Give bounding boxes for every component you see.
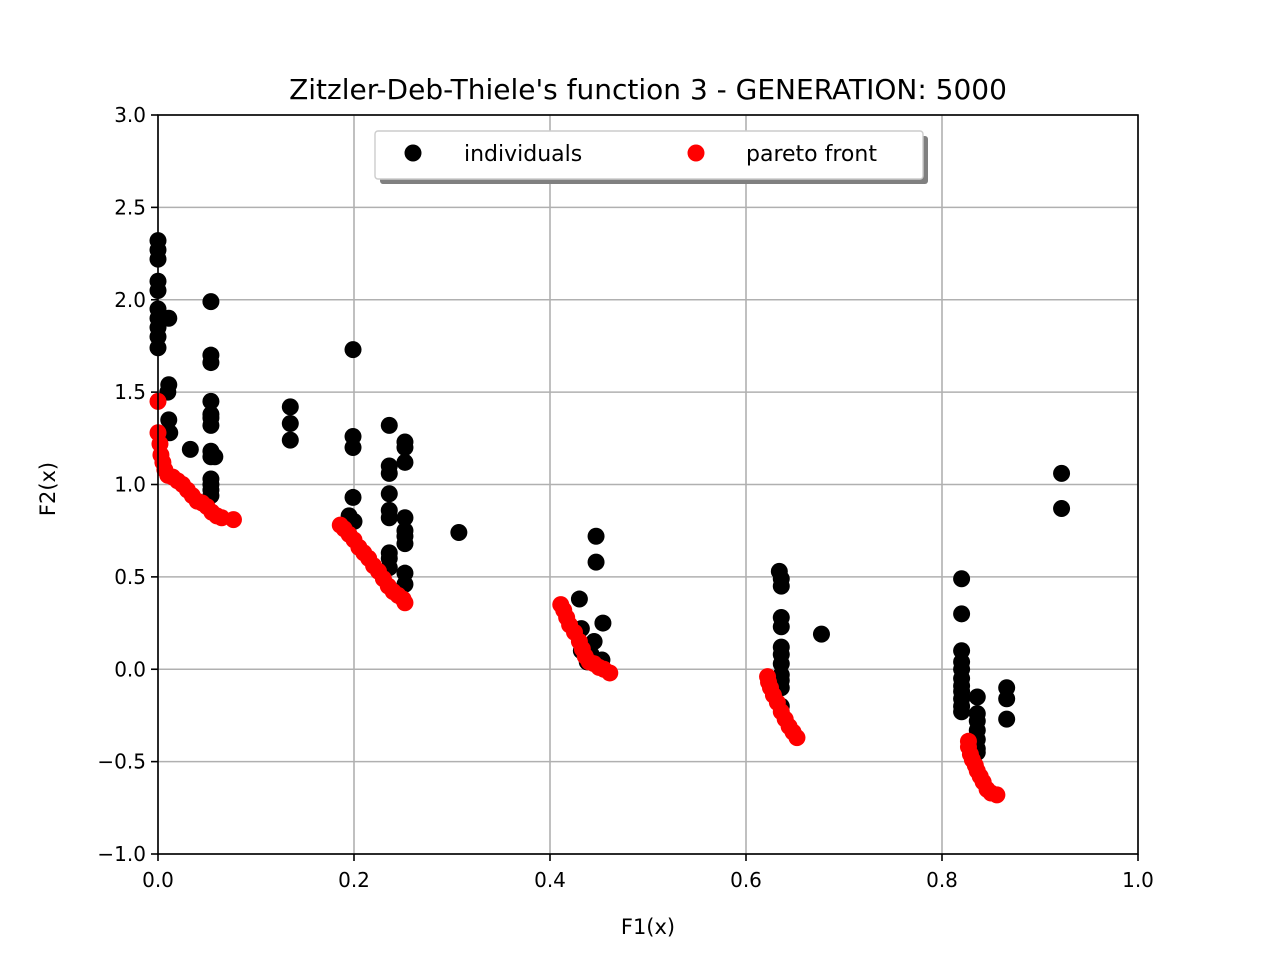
- point-individuals: [160, 309, 178, 327]
- point-individuals: [772, 618, 790, 636]
- point-individuals: [202, 354, 220, 372]
- point-individuals: [380, 464, 398, 482]
- point-individuals: [570, 590, 588, 608]
- point-individuals: [772, 577, 790, 595]
- y-tick-label: −1.0: [97, 842, 146, 866]
- y-tick-label: 0.0: [114, 657, 146, 681]
- point-individuals: [396, 535, 414, 553]
- y-tick-label: 2.0: [114, 288, 146, 312]
- x-tick-label: 0.2: [338, 868, 370, 892]
- point-individuals: [281, 415, 299, 433]
- chart-title: Zitzler-Deb-Thiele's function 3 - GENERA…: [289, 73, 1007, 106]
- point-individuals: [450, 524, 468, 542]
- x-tick-label: 0.8: [926, 868, 958, 892]
- point-pareto-front: [788, 729, 806, 747]
- legend-marker-individuals: [404, 144, 422, 162]
- x-axis-label: F1(x): [621, 915, 675, 939]
- point-individuals: [380, 485, 398, 503]
- point-individuals: [953, 703, 971, 721]
- point-individuals: [812, 625, 830, 643]
- point-individuals: [998, 710, 1016, 728]
- point-individuals: [953, 570, 971, 588]
- point-individuals: [396, 453, 414, 471]
- point-individuals: [587, 527, 605, 545]
- x-tick-label: 0.4: [534, 868, 566, 892]
- x-tick-label: 0.6: [730, 868, 762, 892]
- point-pareto-front: [396, 594, 414, 612]
- x-tick-label: 1.0: [1122, 868, 1154, 892]
- y-axis-label: F2(x): [36, 462, 60, 516]
- point-individuals: [396, 439, 414, 457]
- point-individuals: [344, 341, 362, 359]
- point-individuals: [202, 416, 220, 434]
- point-pareto-front: [988, 786, 1006, 804]
- legend-label-pareto-front: pareto front: [746, 142, 877, 167]
- legend: individuals pareto front: [374, 130, 928, 184]
- point-individuals: [281, 431, 299, 449]
- point-individuals: [998, 690, 1016, 708]
- axis-ticks: 0.0 0.2 0.4 0.6 0.8 1.0 −1.0 −0.5 0.0 0.5 1.0 1.5 2.…: [97, 103, 1153, 892]
- point-individuals: [1053, 500, 1071, 518]
- legend-marker-pareto-front: [687, 144, 705, 162]
- legend-label-individuals: individuals: [464, 142, 582, 167]
- point-pareto-front: [224, 511, 242, 529]
- point-individuals: [202, 293, 220, 311]
- point-individuals: [202, 392, 220, 410]
- point-individuals: [181, 440, 199, 458]
- data-points: [149, 232, 1071, 804]
- point-individuals: [968, 688, 986, 706]
- point-individuals: [380, 416, 398, 434]
- y-tick-label: 0.5: [114, 565, 146, 589]
- point-individuals: [587, 553, 605, 571]
- point-individuals: [1053, 464, 1071, 482]
- point-individuals: [344, 439, 362, 457]
- y-tick-label: 1.5: [114, 380, 146, 404]
- point-individuals: [396, 509, 414, 527]
- point-individuals: [281, 398, 299, 416]
- legend-box: [374, 130, 924, 180]
- point-pareto-front: [601, 664, 619, 682]
- point-individuals: [380, 509, 398, 527]
- point-individuals: [594, 614, 612, 632]
- point-individuals: [160, 411, 178, 429]
- point-individuals: [161, 424, 179, 442]
- y-tick-label: 1.0: [114, 473, 146, 497]
- point-individuals: [953, 605, 971, 623]
- y-tick-label: 3.0: [114, 103, 146, 127]
- point-individuals: [206, 448, 224, 466]
- x-tick-label: 0.0: [142, 868, 174, 892]
- y-tick-label: −0.5: [97, 750, 146, 774]
- y-tick-label: 2.5: [114, 195, 146, 219]
- point-individuals: [344, 488, 362, 506]
